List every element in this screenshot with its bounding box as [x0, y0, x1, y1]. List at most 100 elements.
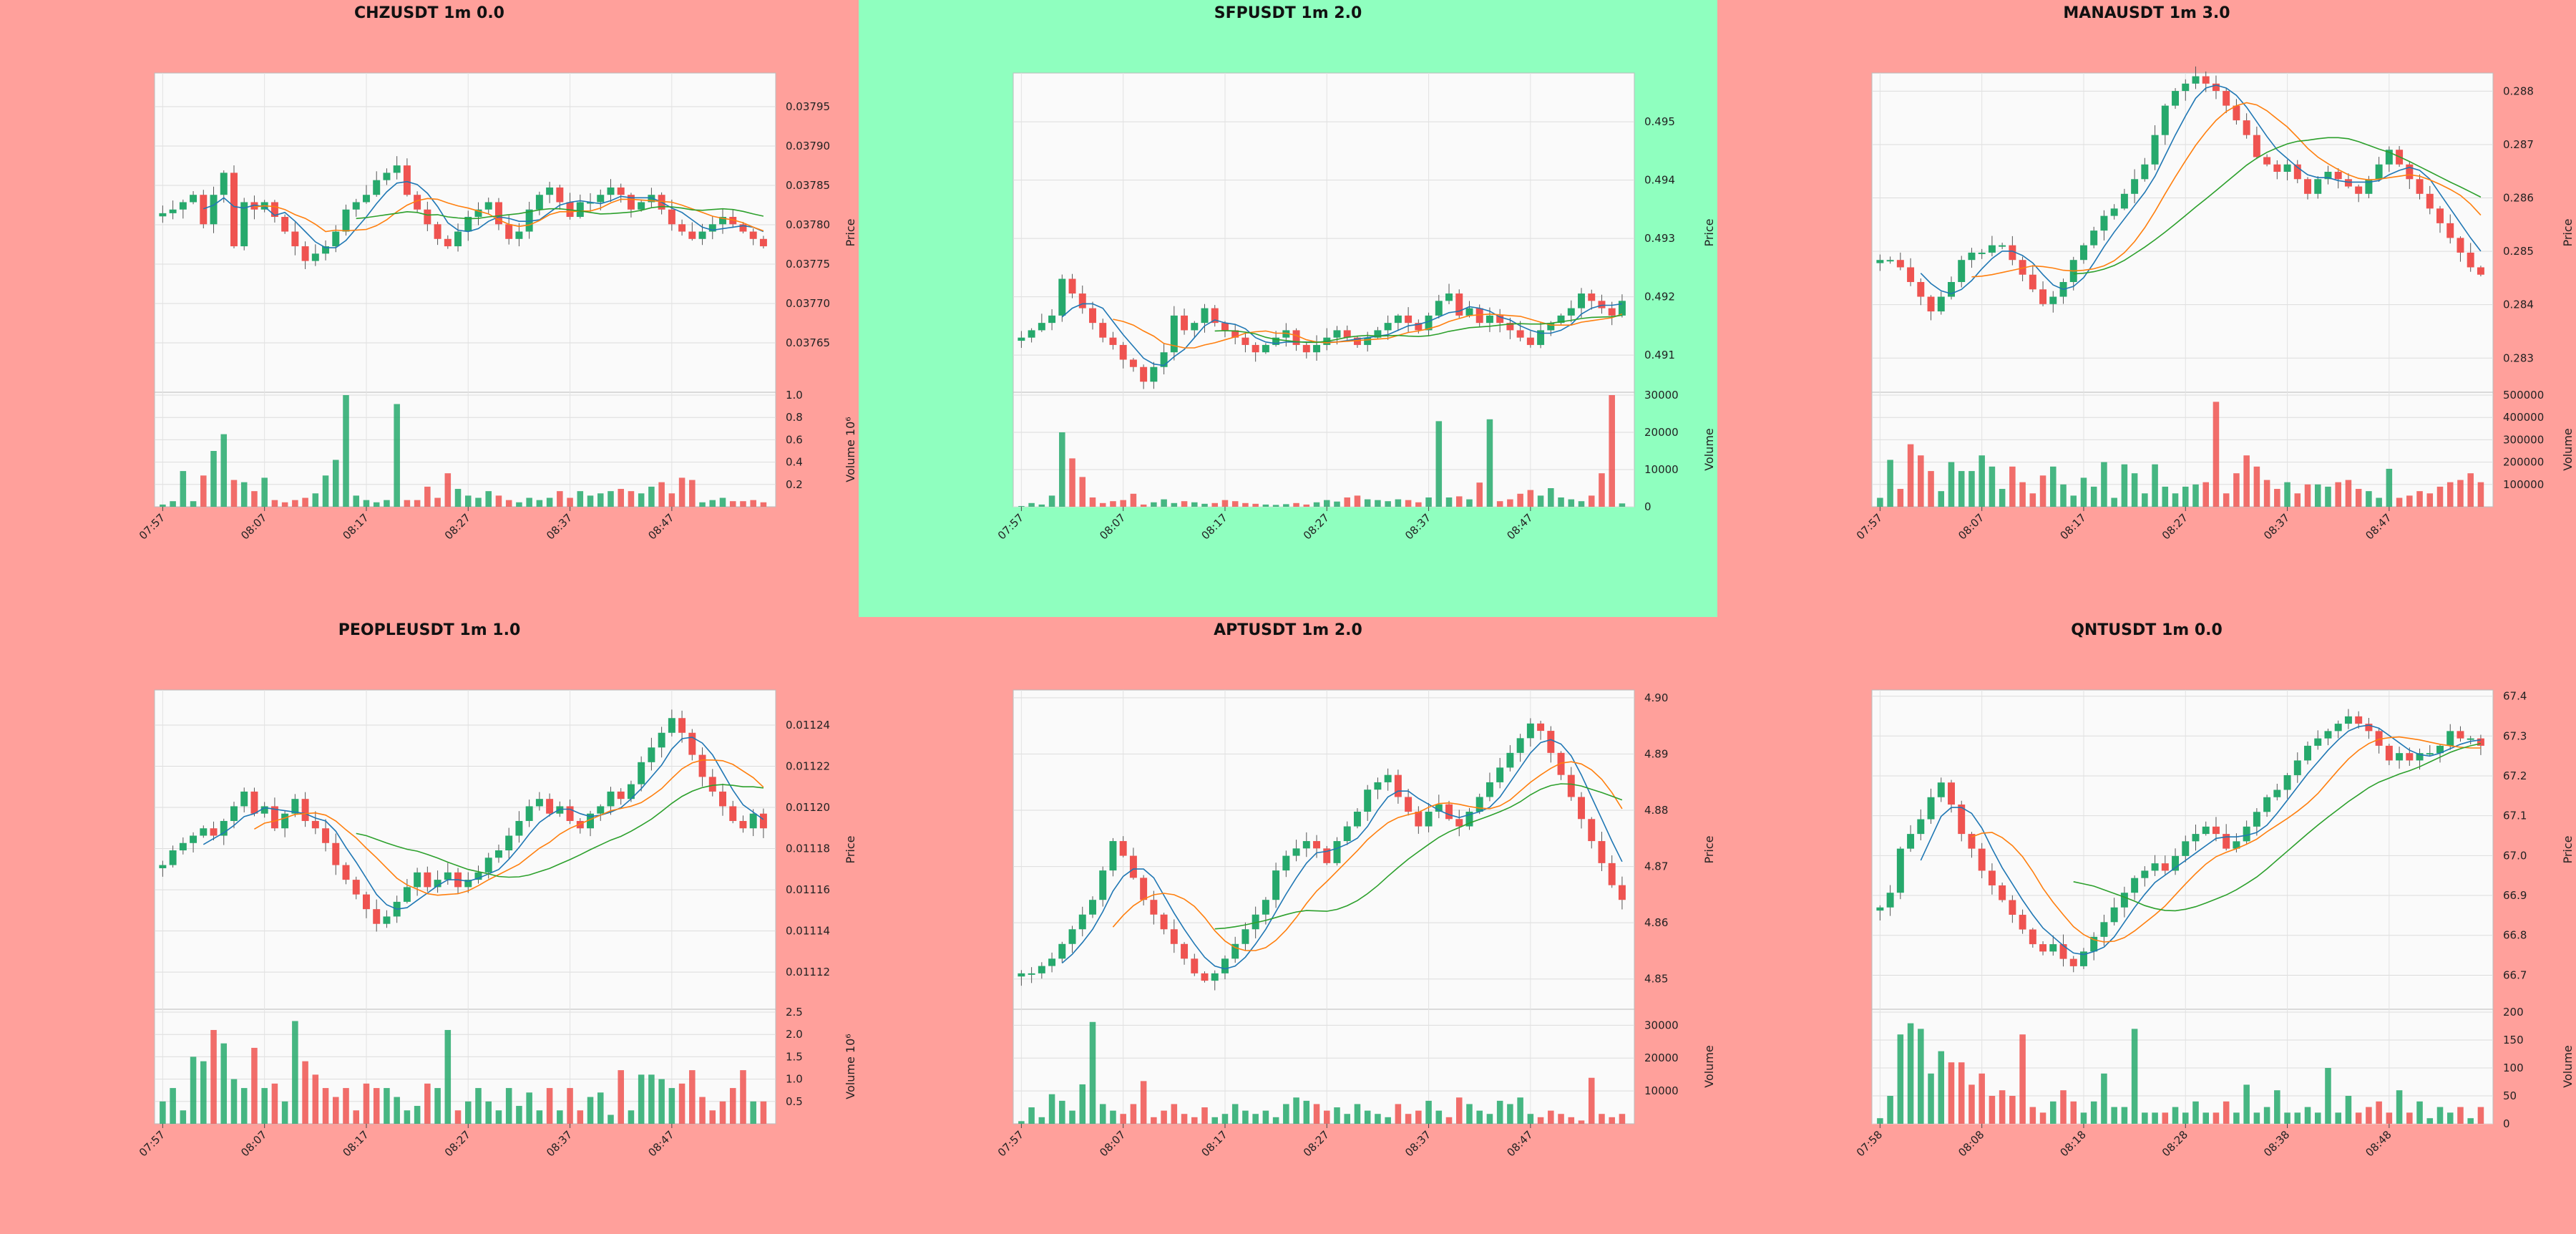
- candle-body: [2416, 753, 2424, 761]
- volume-bar: [1252, 1114, 1259, 1124]
- candle-body: [1415, 811, 1423, 827]
- price-tick-label: 0.286: [2503, 192, 2534, 205]
- volume-bar: [1609, 1117, 1615, 1124]
- time-tick-label: 08:07: [1956, 511, 1986, 542]
- volume-bar: [2274, 1090, 2280, 1124]
- candle-body: [2110, 907, 2118, 923]
- volume-bar: [2039, 475, 2046, 507]
- time-tick-label: 08:17: [2058, 511, 2089, 542]
- volume-bar: [302, 497, 308, 507]
- candle-body: [2131, 878, 2139, 893]
- time-tick-label: 08:18: [2058, 1128, 2089, 1159]
- volume-bar: [2355, 489, 2362, 507]
- candle-body: [2059, 944, 2067, 959]
- volume-bar: [333, 460, 339, 507]
- volume-bar: [1578, 501, 1585, 507]
- volume-bar: [2111, 497, 2117, 507]
- candle-body: [291, 799, 299, 814]
- candle-body: [230, 173, 238, 247]
- price-tick-label: 0.03775: [786, 258, 830, 271]
- volume-bar: [1059, 432, 1065, 507]
- price-tick-label: 0.03770: [786, 297, 830, 310]
- volume-bar: [1089, 1021, 1096, 1124]
- plot-area: [1013, 689, 1635, 1124]
- volume-bar: [546, 1088, 553, 1124]
- candle-body: [2406, 164, 2414, 180]
- volume-bar: [740, 1070, 746, 1124]
- volume-bar: [251, 491, 258, 507]
- volume-bar: [485, 491, 492, 507]
- candle-body: [688, 231, 696, 239]
- volume-bar: [1425, 1100, 1432, 1124]
- candle-body: [220, 173, 228, 195]
- candle-body: [1313, 344, 1321, 353]
- volume-bar: [2131, 1029, 2138, 1124]
- volume-bar: [719, 497, 726, 507]
- candle-body: [1374, 330, 1382, 338]
- volume-bar: [1130, 493, 1137, 507]
- candle-body: [1211, 973, 1219, 981]
- volume-bar: [2029, 1107, 2036, 1124]
- volume-bar: [1928, 471, 1934, 507]
- candle-body: [270, 202, 278, 217]
- candle-body: [2324, 172, 2332, 180]
- volume-bar: [465, 495, 472, 507]
- volume-bar: [2223, 493, 2230, 507]
- volume-bar: [1252, 503, 1259, 507]
- volume-bar: [2406, 495, 2413, 507]
- volume-bar: [2182, 1112, 2189, 1124]
- volume-bar: [1069, 458, 1075, 507]
- price-tick-label: 67.1: [2503, 810, 2527, 822]
- volume-bar: [281, 1101, 288, 1124]
- volume-bar: [1272, 1117, 1279, 1124]
- chart-title: MANAUSDT 1m 3.0: [2063, 4, 2230, 22]
- chart-panel-manausdt: MANAUSDT 1m 3.0 0.283 0.284 0.285 0.286 0.28…: [1717, 0, 2576, 617]
- volume-bar: [230, 1079, 238, 1124]
- volume-bar: [2060, 484, 2067, 507]
- candle-body: [1282, 330, 1290, 338]
- candle-body: [2396, 753, 2404, 761]
- volume-bar: [658, 482, 665, 507]
- volume-bar: [2152, 464, 2158, 507]
- volume-axis-label: Volume 10⁶: [844, 417, 857, 482]
- volume-bar: [2192, 1101, 2199, 1124]
- candle-body: [1231, 330, 1239, 338]
- volume-bar: [2182, 486, 2189, 507]
- volume-bar: [2253, 466, 2260, 507]
- volume-bar: [1079, 477, 1086, 507]
- candle-body: [1465, 811, 1473, 827]
- candle-body: [2039, 944, 2047, 952]
- candle-body: [2293, 164, 2301, 180]
- volume-bar: [1415, 1110, 1422, 1124]
- volume-bar: [2477, 1107, 2484, 1124]
- volume-bar: [1231, 501, 1239, 507]
- candle-body: [1455, 819, 1463, 827]
- volume-bar: [2345, 1096, 2352, 1124]
- price-tick-label: 4.89: [1644, 747, 1668, 760]
- volume-bar: [444, 473, 452, 507]
- volume-bar: [2172, 493, 2179, 507]
- candle-body: [1384, 774, 1392, 782]
- time-tick-label: 08:47: [1504, 511, 1535, 542]
- volume-axis-label: Volume: [2561, 1045, 2575, 1088]
- volume-bar: [1496, 1100, 1503, 1124]
- candle-body: [1907, 834, 1915, 849]
- volume-bar: [1588, 495, 1595, 507]
- candle-body: [1068, 278, 1076, 294]
- volume-bar: [2101, 1073, 2107, 1124]
- volume-bar: [1558, 1114, 1564, 1124]
- volume-bar: [2335, 1112, 2341, 1124]
- candle-body: [587, 202, 595, 204]
- volume-bar: [1548, 1110, 1554, 1124]
- volume-bar: [1272, 505, 1279, 507]
- volume-bar: [1476, 1110, 1483, 1124]
- candle-body: [1221, 958, 1229, 973]
- candle-body: [494, 850, 502, 858]
- price-tick-label: 0.284: [2503, 298, 2534, 311]
- volume-bar: [2050, 466, 2057, 507]
- moving-average-line: [254, 198, 764, 233]
- volume-bar: [1303, 504, 1310, 507]
- candle-body: [373, 180, 381, 195]
- candle-body: [1374, 782, 1382, 790]
- candle-body: [311, 253, 319, 261]
